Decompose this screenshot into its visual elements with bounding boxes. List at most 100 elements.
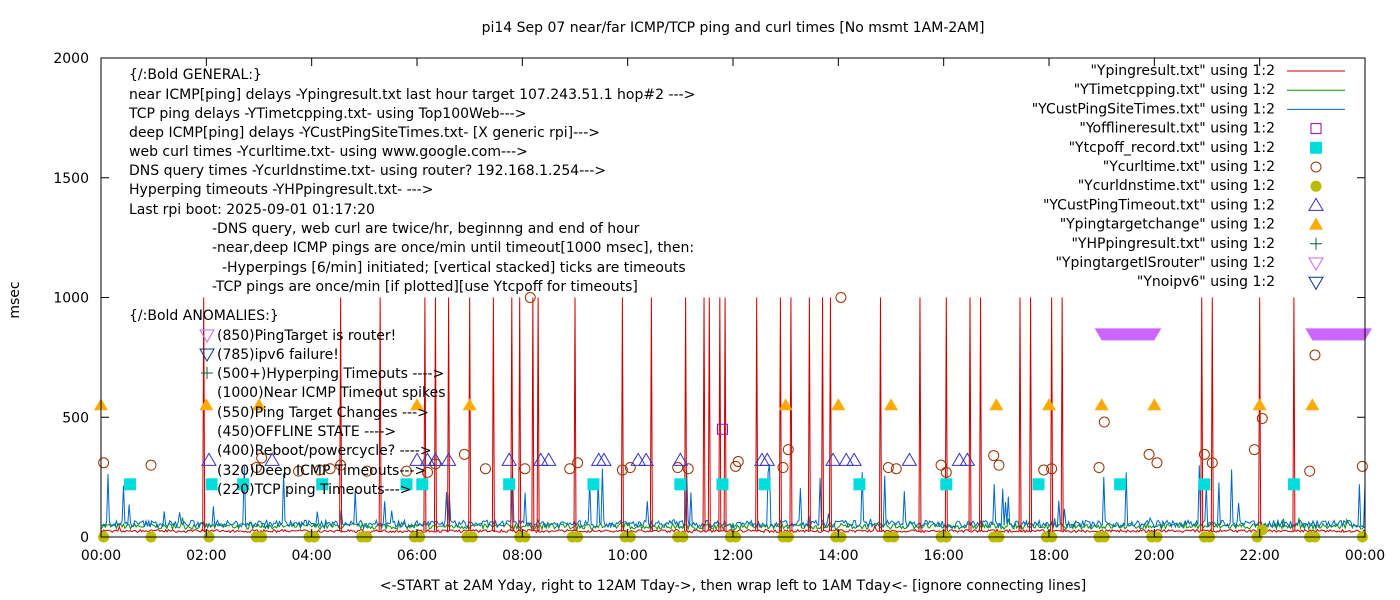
data-point: [564, 463, 576, 475]
legend-label: "Ynoipv6" using 1:2: [1137, 274, 1275, 290]
ping-spike: [423, 297, 427, 532]
x-tick-label: 18:00: [1029, 548, 1069, 564]
x-tick-label: 20:00: [1134, 548, 1174, 564]
annotation-text: Last rpi boot: 2025-09-01 01:17:20: [129, 202, 375, 218]
legend-label: "Ypingtargetchange" using 1:2: [1060, 217, 1275, 233]
ping-spike: [433, 297, 437, 532]
legend-swatch: [1308, 197, 1324, 211]
data-point: [838, 452, 855, 466]
legend-label: "YpingtargetISrouter" using 1:2: [1055, 255, 1275, 271]
legend-label: "Ypingresult.txt" using 1:2: [1090, 63, 1275, 79]
data-point: [1256, 412, 1268, 424]
data-point: [778, 398, 793, 411]
ping-spike: [878, 297, 882, 532]
annotation-text: -TCP pings are once/min [if plotted][use…: [212, 279, 638, 295]
data-point: [1198, 478, 1211, 491]
ping-spike: [918, 297, 922, 532]
data-point: [205, 478, 218, 491]
data-point: [524, 292, 536, 303]
data-point: [989, 398, 1004, 411]
data-point: [400, 478, 413, 491]
ping-spike: [518, 297, 522, 532]
data-point: [427, 452, 444, 466]
ping-spike: [718, 297, 722, 532]
data-point: [1304, 465, 1316, 477]
anomaly-icon: [199, 348, 215, 362]
data-point: [716, 423, 728, 435]
y-tick-label: 500: [62, 410, 89, 426]
data-point: [422, 466, 434, 478]
annotation-text: (400)Reboot/powercycle? ---->: [217, 443, 432, 459]
data-point: [361, 465, 373, 477]
anomaly-icon: [199, 329, 215, 343]
x-tick-label: 22:00: [1239, 548, 1279, 564]
data-point: [1038, 464, 1050, 476]
y-tick-label: 0: [80, 530, 89, 546]
data-point: [293, 465, 304, 477]
annotation-text: web curl times -Ycurltime.txt- using www…: [129, 144, 528, 160]
y-tick-label: 1000: [53, 291, 89, 307]
data-point: [316, 478, 329, 491]
x-tick-label: 12:00: [713, 548, 753, 564]
annotation-text: TCP ping delays -YTimetcpping.txt- using…: [128, 106, 526, 122]
legend-label: "Ytcpoff_record.txt" using 1:2: [1069, 140, 1275, 156]
annotation-text: {/:Bold ANOMALIES:}: [129, 308, 279, 324]
router-marker-band: [1094, 328, 1162, 341]
ping-spike: [536, 297, 540, 532]
data-point: [1143, 448, 1155, 460]
data-point: [587, 478, 600, 491]
data-point: [1046, 463, 1058, 475]
data-point: [935, 459, 947, 471]
data-point: [1093, 462, 1105, 474]
ping-spike: [573, 297, 577, 532]
anomaly-icon: [201, 367, 213, 379]
data-point: [988, 450, 1000, 462]
data-point: [616, 464, 628, 476]
y-tick-label: 2000: [53, 51, 89, 67]
ping-spike: [789, 297, 793, 532]
data-point: [145, 459, 157, 471]
ping-spike: [468, 297, 472, 532]
data-point: [882, 462, 894, 474]
annotation-text: (320)Deep ICMP Timeouts--->: [217, 463, 426, 479]
data-point: [1114, 478, 1127, 491]
data-point: [501, 452, 518, 466]
annotation-text: (220)TCP ping Timeouts--->: [217, 482, 411, 498]
data-point: [1252, 398, 1267, 411]
ping-spike: [684, 297, 688, 532]
data-point: [503, 478, 516, 491]
data-point: [256, 452, 268, 464]
data-point: [1151, 457, 1163, 469]
data-point: [846, 452, 863, 466]
data-point: [532, 452, 549, 466]
data-point: [419, 452, 436, 466]
data-point: [1032, 478, 1045, 491]
series-line: [100, 464, 1366, 530]
router-marker-band: [1305, 328, 1372, 341]
data-point: [624, 462, 636, 474]
data-point: [264, 452, 281, 466]
chart-title: pi14 Sep 07 near/far ICMP/TCP ping and c…: [482, 20, 985, 36]
ping-spike: [702, 297, 706, 532]
legend-label: "Ycurldnstime.txt" using 1:2: [1078, 178, 1275, 194]
data-point: [825, 452, 841, 466]
ping-spike: [778, 297, 782, 532]
legend: "Ypingresult.txt" using 1:2 "YTimetcpping…: [1032, 63, 1345, 290]
ping-spike: [723, 297, 727, 532]
data-point: [959, 452, 976, 466]
legend-swatch: [1308, 257, 1324, 271]
data-point: [672, 462, 684, 474]
data-point: [716, 478, 729, 491]
x-tick-label: 02:00: [186, 548, 226, 564]
x-tick-label: 10:00: [607, 548, 647, 564]
data-point: [199, 398, 214, 411]
ping-spike: [821, 297, 825, 532]
ping-spike: [491, 297, 495, 532]
data-point: [1147, 398, 1162, 411]
ping-spike: [510, 297, 514, 532]
data-point: [462, 398, 477, 411]
plot-frame: [100, 57, 1366, 538]
data-point: [314, 464, 326, 476]
data-point: [479, 463, 491, 475]
